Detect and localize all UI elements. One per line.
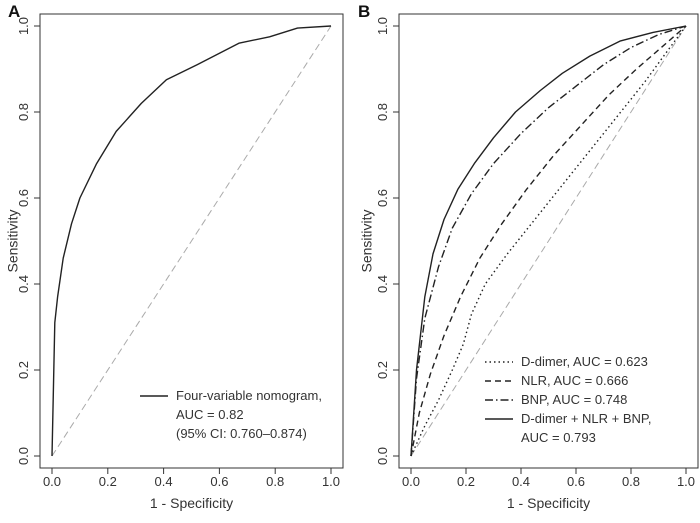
- y-tick-label: 0.8: [16, 103, 31, 121]
- y-tick-label: 0.6: [375, 189, 390, 207]
- x-tick-label: 0.0: [43, 474, 61, 489]
- x-axis-title: 1 - Specificity: [150, 495, 233, 511]
- y-axis-title: Sensitivity: [359, 209, 375, 272]
- panel-a: A 0.0 0.2 0.4 0.6 0.8 1.0 0.0 0.2 0.4 0.6 0.8 1.0 1 -…: [5, 2, 344, 511]
- legend-label: D-dimer + NLR + BNP,: [521, 411, 652, 426]
- y-axis-title: Sensitivity: [5, 209, 21, 272]
- y-tick-label: 0.2: [16, 361, 31, 379]
- x-tick-label: 0.2: [99, 474, 117, 489]
- panel-b: B 0.0 0.2 0.4 0.6 0.8 1.0 0.0 0.2 0.4 0.6 0.8 1.0 1 -…: [358, 2, 699, 511]
- panel-letter: B: [358, 2, 370, 21]
- y-tick-label: 1.0: [375, 17, 390, 35]
- plot-frame: [398, 13, 699, 469]
- y-tick-label: 0.0: [16, 447, 31, 465]
- legend-label: Four-variable nomogram,: [176, 388, 322, 403]
- y-tick-label: 0.4: [16, 275, 31, 293]
- reference-diagonal-line: [51, 25, 332, 457]
- x-tick-label: 0.2: [457, 474, 475, 489]
- plot-frame: [39, 13, 344, 469]
- legend-label-continued: AUC = 0.82: [176, 407, 244, 422]
- reference-diagonal-line: [410, 25, 687, 457]
- roc-curve-dashed: [410, 25, 687, 457]
- legend-label: D-dimer, AUC = 0.623: [521, 354, 648, 369]
- roc-curve-solid: [51, 25, 332, 457]
- roc-curve-dashdot: [410, 25, 687, 457]
- x-tick-label: 0.4: [155, 474, 173, 489]
- legend-label: BNP, AUC = 0.748: [521, 392, 627, 407]
- y-tick-label: 0.8: [375, 103, 390, 121]
- x-tick-label: 0.8: [266, 474, 284, 489]
- x-tick-label: 1.0: [322, 474, 340, 489]
- x-tick-label: 0.6: [210, 474, 228, 489]
- x-tick-label: 0.4: [512, 474, 530, 489]
- x-tick-label: 0.8: [622, 474, 640, 489]
- roc-curve-dotted: [410, 25, 687, 457]
- legend-label: NLR, AUC = 0.666: [521, 373, 628, 388]
- legend-label-continued: AUC = 0.793: [521, 430, 596, 445]
- x-tick-label: 1.0: [677, 474, 695, 489]
- y-tick-label: 0.4: [375, 275, 390, 293]
- y-tick-label: 1.0: [16, 17, 31, 35]
- y-tick-label: 0.0: [375, 447, 390, 465]
- roc-curve-solid: [410, 25, 687, 457]
- x-axis-title: 1 - Specificity: [507, 495, 590, 511]
- legend-label-continued: (95% CI: 0.760–0.874): [176, 426, 307, 441]
- x-tick-label: 0.6: [567, 474, 585, 489]
- y-tick-label: 0.6: [16, 189, 31, 207]
- x-tick-label: 0.0: [402, 474, 420, 489]
- panel-letter: A: [8, 2, 20, 21]
- y-tick-label: 0.2: [375, 361, 390, 379]
